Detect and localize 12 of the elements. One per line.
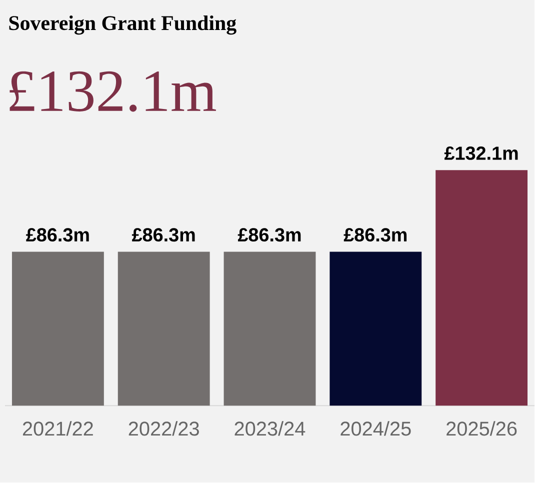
data-label: £86.3m	[26, 228, 89, 242]
x-tick-label: 2023/24	[234, 421, 306, 436]
x-tick-label: 2022/23	[128, 421, 199, 436]
chart-subtitle: £132.1m	[10, 72, 216, 112]
x-tick-label: 2024/25	[340, 421, 411, 436]
data-label: £86.3m	[132, 228, 195, 242]
data-label: £86.3m	[238, 228, 301, 242]
chart-title: Sovereign Grant Funding	[9, 16, 236, 35]
data-label: £132.1m	[444, 146, 518, 160]
x-tick-label: 2025/26	[446, 421, 517, 436]
data-label: £86.3m	[344, 228, 407, 242]
x-tick-label: 2021/22	[22, 421, 93, 436]
